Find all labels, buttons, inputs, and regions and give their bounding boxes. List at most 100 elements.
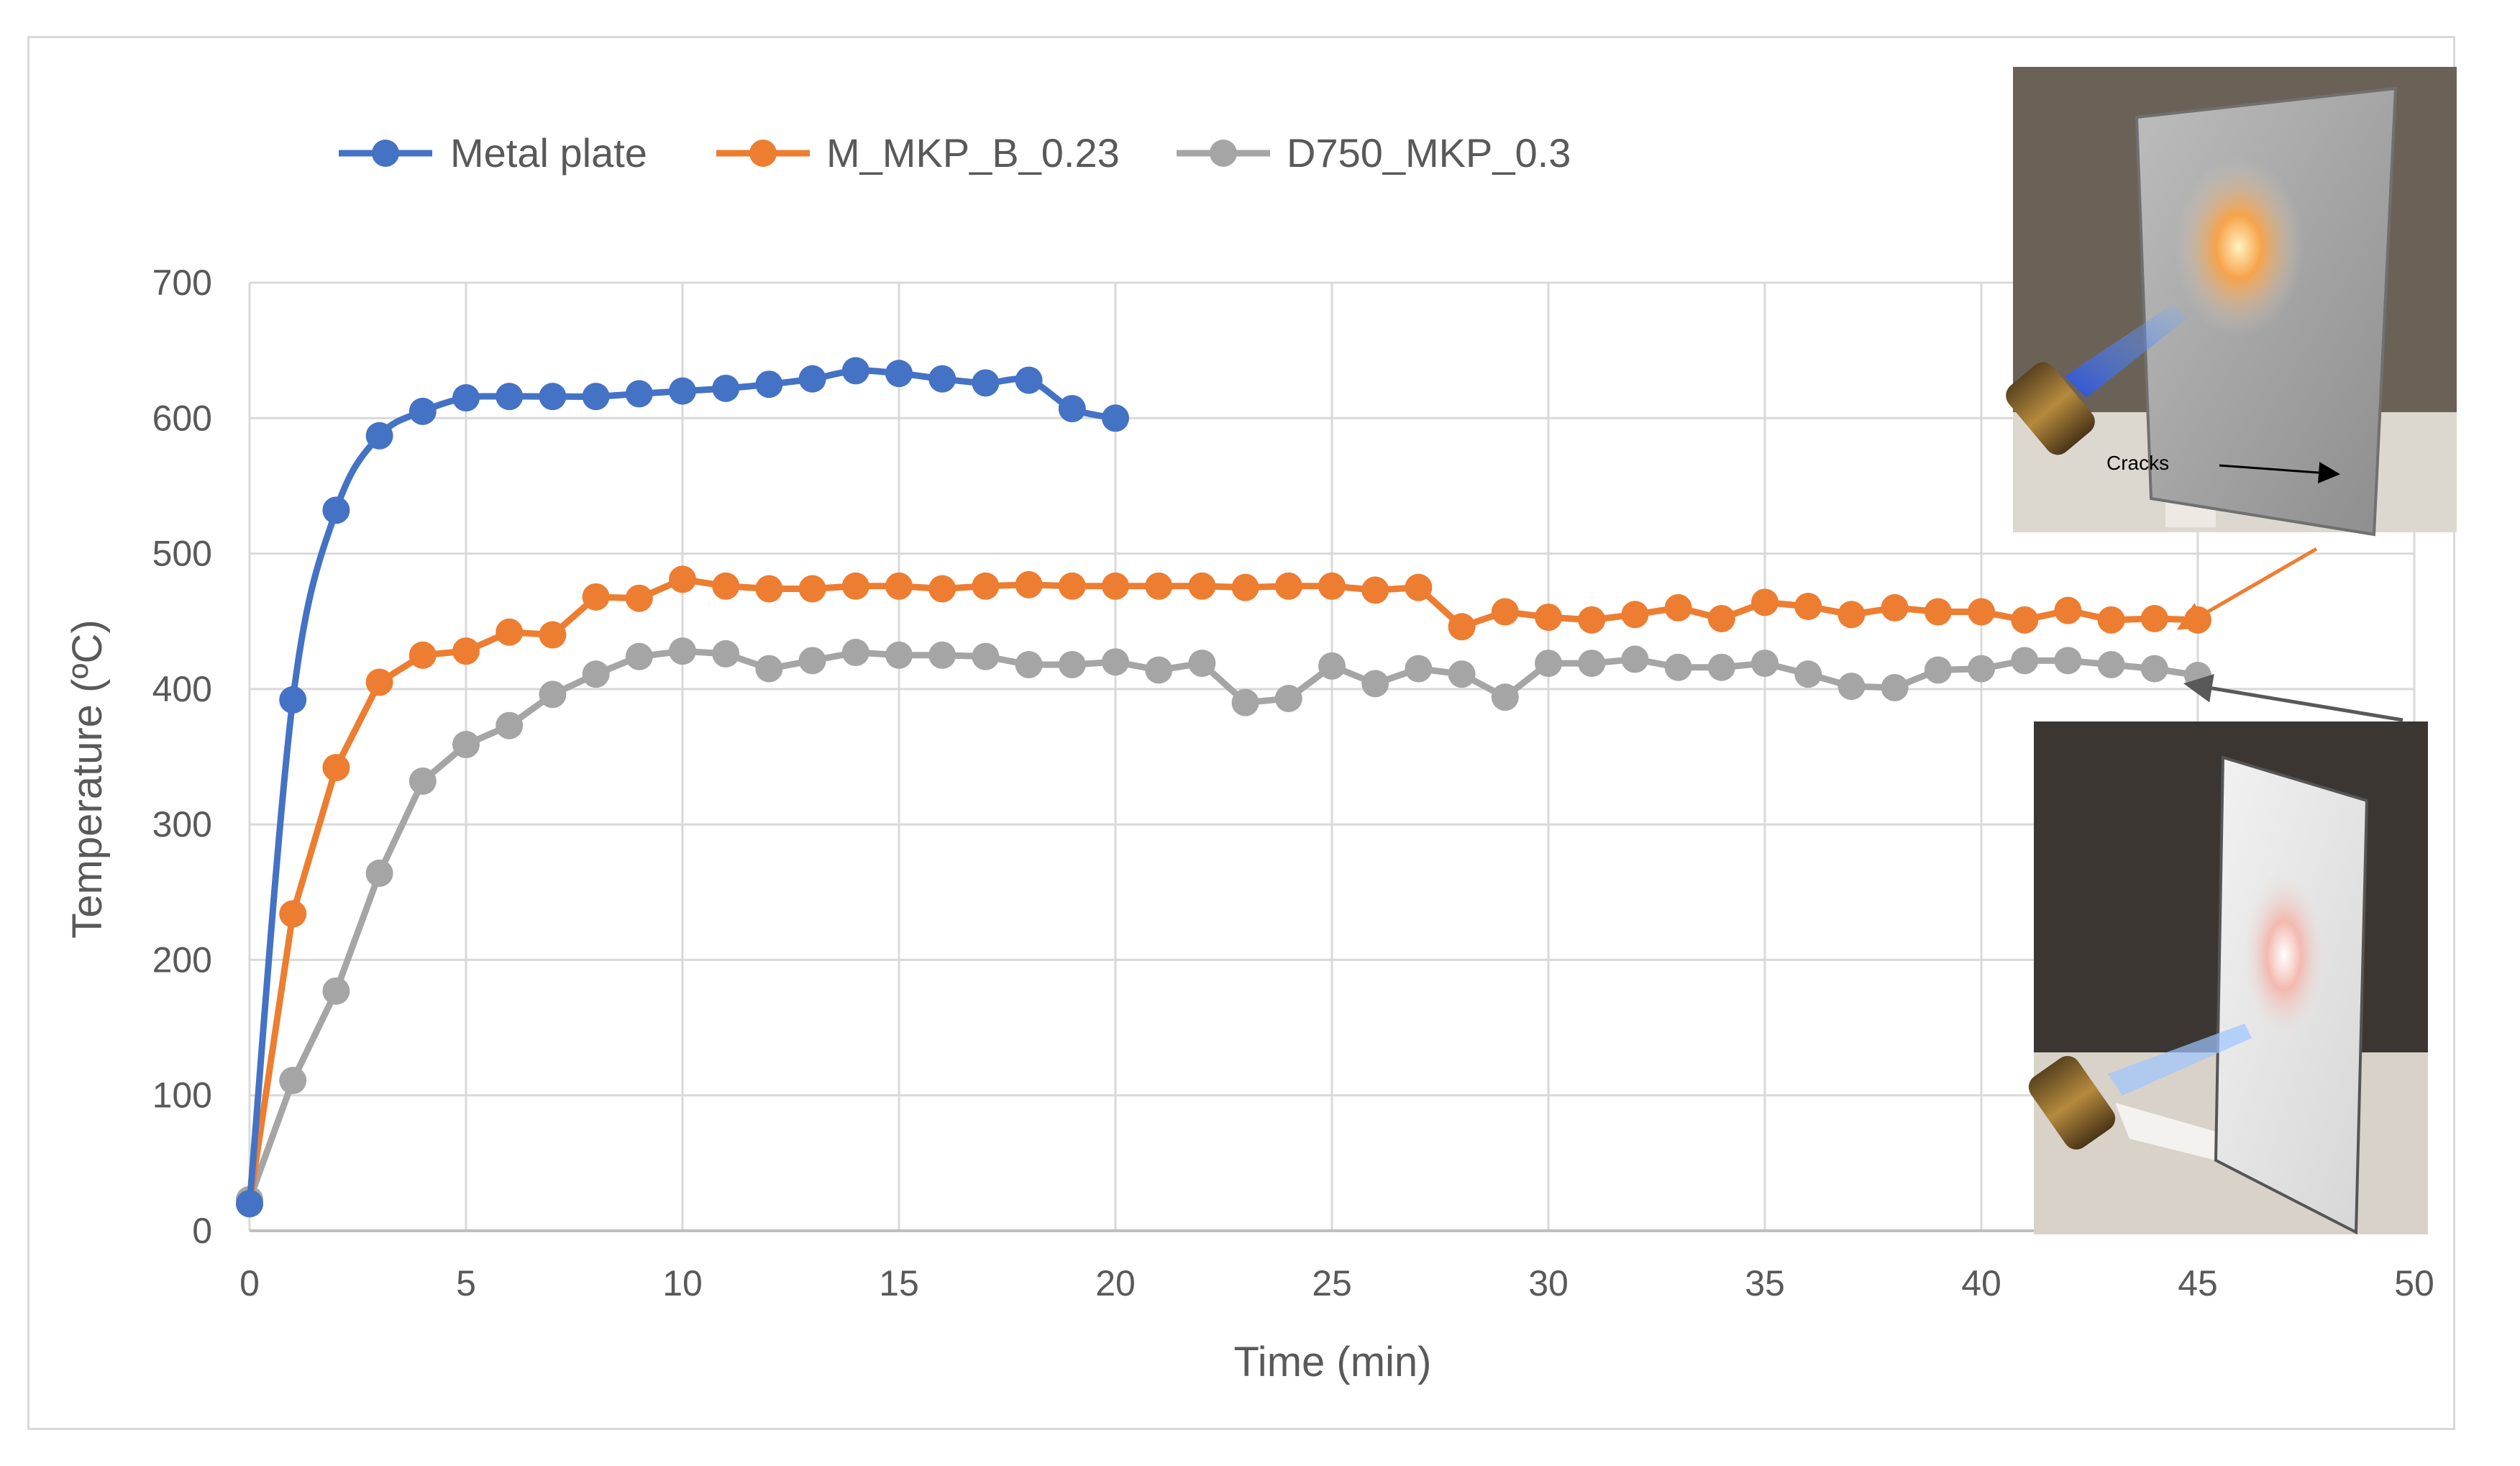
legend-item-d750-mkp: D750_MKP_0.3	[1177, 130, 1571, 176]
y-tick-label-600: 600	[152, 398, 212, 438]
data-point-m-mkp-b-0-23-23	[1231, 573, 1259, 601]
legend-marker-metal-plate	[372, 140, 399, 167]
data-point-m-mkp-b-0-23-40	[1968, 598, 1995, 626]
photo-inset-top: Cracks	[2006, 67, 2457, 537]
data-point-d750-mkp-0-3-23	[1231, 688, 1259, 716]
data-point-m-mkp-b-0-23-13	[798, 575, 826, 603]
data-point-metal-plate-16	[928, 365, 957, 393]
data-point-metal-plate-2	[322, 496, 350, 524]
data-point-metal-plate-5	[452, 384, 480, 412]
data-point-m-mkp-b-0-23-33	[1664, 593, 1692, 622]
data-point-d750-mkp-0-3-20	[1102, 648, 1129, 676]
data-point-d750-mkp-0-3-32	[1621, 645, 1649, 673]
data-point-m-mkp-b-0-23-31	[1578, 606, 1606, 634]
data-point-metal-plate-7	[539, 383, 567, 411]
data-point-m-mkp-b-0-23-44	[2140, 604, 2168, 632]
legend-label-metal-plate: Metal plate	[450, 130, 647, 176]
y-tick-label-300: 300	[152, 804, 212, 844]
x-tick-label-25: 25	[1312, 1263, 1352, 1303]
data-point-m-mkp-b-0-23-25	[1318, 572, 1346, 600]
data-point-m-mkp-b-0-23-2	[322, 754, 350, 782]
data-point-metal-plate-15	[885, 360, 913, 388]
data-point-m-mkp-b-0-23-3	[365, 668, 393, 696]
data-point-m-mkp-b-0-23-9	[625, 584, 653, 612]
data-series	[236, 357, 2211, 1218]
data-point-d750-mkp-0-3-26	[1361, 670, 1389, 698]
data-point-d750-mkp-0-3-41	[2011, 647, 2039, 675]
data-point-m-mkp-b-0-23-19	[1058, 572, 1086, 600]
legend-marker-d750-mkp	[1210, 140, 1237, 167]
data-point-m-mkp-b-0-23-34	[1707, 604, 1735, 632]
photo-bottom-flame-glow	[2241, 869, 2327, 1042]
legend-item-metal-plate: Metal plate	[339, 130, 647, 176]
data-point-d750-mkp-0-3-10	[669, 637, 696, 665]
data-point-d750-mkp-0-3-1	[279, 1067, 307, 1095]
photo-top-torch	[2006, 362, 2095, 455]
data-point-d750-mkp-0-3-34	[1707, 653, 1735, 681]
data-point-d750-mkp-0-3-5	[452, 731, 480, 759]
data-point-d750-mkp-0-3-16	[928, 641, 957, 669]
data-point-d750-mkp-0-3-12	[755, 655, 783, 683]
data-point-metal-plate-12	[755, 370, 783, 399]
legend: Metal plate M_MKP_B_0.23 D750_MKP_0.3	[339, 130, 1571, 176]
data-point-m-mkp-b-0-23-16	[928, 575, 957, 603]
data-point-m-mkp-b-0-23-35	[1751, 588, 1779, 616]
series-line-d750-mkp-0-3	[246, 647, 2199, 1201]
data-point-d750-mkp-0-3-19	[1058, 650, 1086, 678]
annotation-arrow-orange	[2176, 547, 2318, 630]
data-point-d750-mkp-0-3-2	[322, 977, 350, 1005]
data-point-m-mkp-b-0-23-43	[2097, 606, 2125, 634]
data-point-d750-mkp-0-3-40	[1968, 655, 1995, 683]
data-point-d750-mkp-0-3-25	[1318, 652, 1346, 680]
x-tick-label-15: 15	[879, 1263, 919, 1303]
data-point-metal-plate-18	[1015, 366, 1043, 394]
data-point-metal-plate-6	[496, 383, 524, 411]
data-point-d750-mkp-0-3-44	[2140, 655, 2168, 683]
data-point-m-mkp-b-0-23-30	[1535, 604, 1562, 632]
data-point-d750-mkp-0-3-13	[798, 647, 826, 675]
data-point-m-mkp-b-0-23-6	[496, 618, 524, 646]
data-point-m-mkp-b-0-23-22	[1188, 572, 1216, 600]
photo-inset-bottom	[2028, 721, 2428, 1235]
series-metal-plate	[236, 357, 1129, 1218]
data-point-d750-mkp-0-3-37	[1838, 673, 1866, 701]
data-point-metal-plate-0	[236, 1190, 263, 1218]
data-point-d750-mkp-0-3-29	[1491, 683, 1519, 711]
data-point-m-mkp-b-0-23-10	[669, 565, 696, 593]
data-point-m-mkp-b-0-23-32	[1621, 601, 1649, 629]
data-point-m-mkp-b-0-23-39	[1924, 598, 1952, 626]
cracks-label: Cracks	[2106, 452, 2169, 474]
data-point-metal-plate-20	[1102, 404, 1129, 432]
data-point-d750-mkp-0-3-24	[1274, 685, 1302, 713]
data-point-d750-mkp-0-3-28	[1448, 660, 1476, 688]
y-tick-label-200: 200	[152, 939, 212, 980]
data-point-m-mkp-b-0-23-28	[1448, 613, 1476, 641]
x-tick-label-20: 20	[1095, 1263, 1136, 1303]
data-point-m-mkp-b-0-23-4	[408, 641, 437, 669]
data-point-metal-plate-13	[798, 365, 826, 393]
data-point-metal-plate-3	[365, 422, 393, 450]
data-point-d750-mkp-0-3-21	[1145, 656, 1173, 684]
data-point-m-mkp-b-0-23-1	[279, 900, 307, 928]
cracks-arrow	[2219, 462, 2340, 484]
data-point-m-mkp-b-0-23-18	[1015, 570, 1043, 598]
x-tick-label-35: 35	[1745, 1263, 1785, 1303]
y-tick-label-700: 700	[152, 263, 212, 303]
data-point-d750-mkp-0-3-4	[408, 767, 437, 795]
data-point-d750-mkp-0-3-18	[1015, 650, 1043, 678]
data-point-metal-plate-8	[582, 383, 610, 411]
series-d750-mkp-0-3	[236, 637, 2211, 1214]
data-point-m-mkp-b-0-23-5	[452, 637, 480, 665]
data-point-m-mkp-b-0-23-38	[1881, 593, 1909, 622]
data-point-m-mkp-b-0-23-26	[1361, 576, 1389, 604]
data-point-metal-plate-4	[408, 397, 437, 425]
data-point-d750-mkp-0-3-11	[712, 639, 740, 668]
photo-bottom-torch	[2028, 1055, 2116, 1150]
data-point-d750-mkp-0-3-39	[1924, 656, 1952, 684]
photo-top-flame-glow	[2174, 157, 2304, 337]
x-tick-label-0: 0	[239, 1263, 260, 1303]
data-point-m-mkp-b-0-23-17	[972, 572, 1000, 600]
legend-item-m-mkp-b: M_MKP_B_0.23	[716, 130, 1120, 176]
data-point-m-mkp-b-0-23-24	[1274, 572, 1302, 600]
data-point-d750-mkp-0-3-17	[972, 642, 1000, 670]
